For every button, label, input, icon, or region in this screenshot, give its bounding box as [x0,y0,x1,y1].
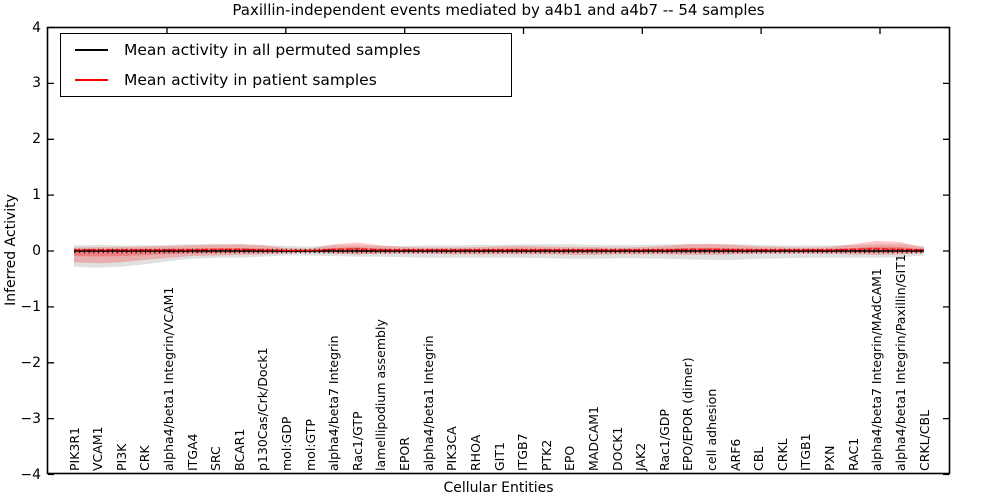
x-tick-label: CRK [137,445,153,471]
legend-line-black [75,49,108,52]
legend-item-permuted: Mean activity in all permuted samples [61,37,511,63]
x-tick-label: PI3K [113,443,129,471]
y-tick-label: −3 [20,410,41,427]
x-tick-label: Rac1/GDP [656,409,672,471]
axis-ticks [48,26,949,476]
x-tick-label: alpha4/beta1 Integrin [420,335,436,471]
x-tick-label: BCAR1 [231,428,247,471]
legend-line-red [75,78,108,81]
x-axis-label: Cellular Entities [443,480,554,496]
x-tick-label: ARF6 [727,438,743,471]
y-tick-label: 2 [32,131,41,148]
legend: Mean activity in all permuted samples Me… [60,33,512,97]
x-tick-label: EPOR [397,437,413,471]
axes-spines [46,26,951,475]
y-tick-label: 1 [32,187,41,204]
x-tick-label: RHOA [467,434,483,471]
legend-label-permuted: Mean activity in all permuted samples [124,41,421,60]
x-tick-label: alpha4/beta7 Integrin [326,335,342,471]
x-tick-label: Rac1/GTP [349,411,365,471]
x-tick-label: EPO [562,445,578,471]
x-tick-label: CBL [751,446,767,471]
chart-title: Paxillin-independent events mediated by … [232,1,765,19]
x-tick-label: mol:GDP [279,416,294,471]
x-tick-label: p130Cas/Crk/Dock1 [255,347,271,471]
x-tick-label: MADCAM1 [585,406,601,471]
x-tick-label: CRKL/CBL [916,409,932,471]
x-tick-label: ITGB7 [515,433,531,471]
x-tick-label: EPO/EPOR (dimer) [680,357,696,471]
legend-label-patient: Mean activity in patient samples [124,70,377,89]
x-tick-label: ITGB1 [798,433,814,471]
x-tick-label: alpha4/beta1 Integrin/VCAM1 [160,286,176,471]
x-tick-label: SRC [208,446,224,471]
patient-mean-line [74,248,925,251]
x-tick-label: alpha4/beta1 Integrin/Paxillin/GIT1 [892,254,908,471]
permuted-line-markers [74,248,922,254]
y-tick-label: −4 [20,466,41,483]
y-tick-label: 3 [32,75,41,92]
y-tick-label: −1 [20,298,41,315]
x-tick-label: lamellipodium assembly [373,319,389,471]
y-tick-label: 0 [32,243,41,259]
x-tick-label: JAK2 [633,442,649,471]
x-tick-label: mol:GTP [302,419,318,471]
x-tick-label: RAC1 [845,437,861,471]
x-tick-label: PTK2 [538,439,554,471]
y-tick-label: 4 [32,19,41,36]
x-tick-label: ITGA4 [184,433,200,471]
x-tick-label: GIT1 [491,442,507,471]
x-tick-label: DOCK1 [609,426,625,471]
y-tick-label: −2 [20,354,41,371]
x-tick-label: PXN [822,445,838,471]
x-tick-label: cell adhesion [704,388,719,471]
patient-band-fill [74,240,924,264]
x-tick-label: PIK3R1 [66,426,82,471]
x-tick-label: PIK3CA [444,426,460,471]
x-tick-label: alpha4/beta7 Integrin/MAdCAM1 [869,268,885,471]
x-tick-label: CRKL [774,438,790,471]
x-tick-label: VCAM1 [90,426,106,471]
legend-item-patient: Mean activity in patient samples [61,67,511,93]
